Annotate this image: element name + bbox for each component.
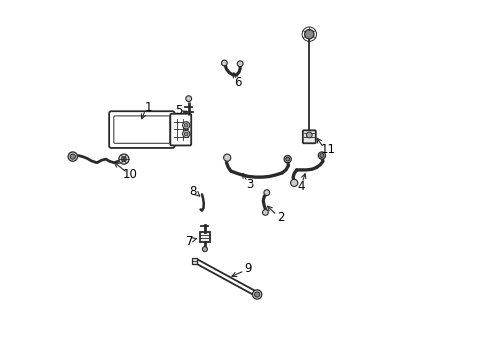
Text: 4: 4	[297, 180, 305, 193]
Text: 11: 11	[320, 143, 335, 156]
Circle shape	[262, 210, 268, 215]
Text: 10: 10	[122, 168, 138, 181]
Circle shape	[68, 152, 77, 161]
Circle shape	[70, 154, 75, 159]
FancyBboxPatch shape	[114, 116, 170, 143]
Circle shape	[319, 154, 323, 158]
FancyBboxPatch shape	[109, 111, 174, 148]
FancyBboxPatch shape	[170, 114, 191, 145]
Circle shape	[306, 132, 311, 138]
Text: 2: 2	[276, 211, 284, 224]
Circle shape	[285, 157, 289, 161]
Circle shape	[223, 154, 230, 161]
Text: 7: 7	[185, 235, 193, 248]
Circle shape	[221, 60, 227, 66]
Text: 3: 3	[246, 178, 253, 191]
Circle shape	[318, 152, 325, 159]
Circle shape	[252, 290, 261, 299]
Circle shape	[184, 123, 187, 127]
Circle shape	[264, 190, 269, 195]
Circle shape	[254, 292, 259, 297]
Text: 9: 9	[244, 262, 251, 275]
Circle shape	[290, 179, 297, 186]
Text: 1: 1	[144, 101, 152, 114]
Circle shape	[121, 157, 126, 162]
Bar	[191, 258, 197, 264]
Circle shape	[284, 156, 291, 163]
Circle shape	[237, 61, 243, 67]
FancyBboxPatch shape	[302, 130, 315, 143]
Circle shape	[202, 247, 207, 252]
Bar	[200, 232, 209, 242]
Circle shape	[182, 130, 189, 138]
Circle shape	[184, 132, 187, 136]
Circle shape	[182, 122, 189, 129]
Text: 6: 6	[234, 76, 241, 89]
Circle shape	[304, 30, 313, 39]
Circle shape	[185, 96, 191, 102]
Text: 5: 5	[175, 104, 182, 117]
Circle shape	[119, 154, 129, 164]
Text: 8: 8	[189, 185, 197, 198]
